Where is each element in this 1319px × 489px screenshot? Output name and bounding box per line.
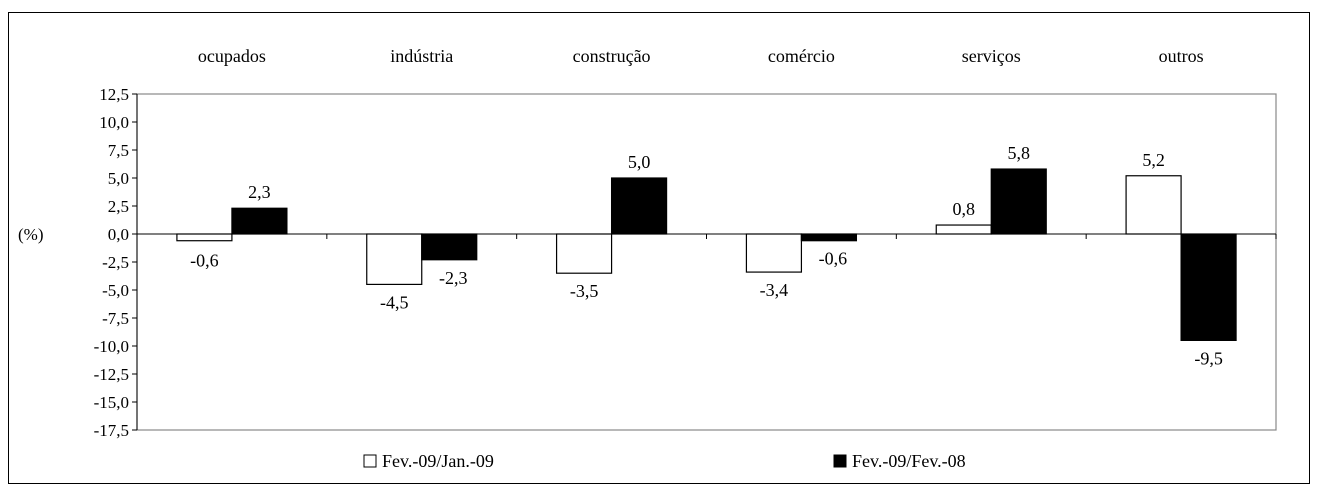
data-label: 2,3 bbox=[248, 182, 271, 202]
category-label: comércio bbox=[768, 46, 835, 66]
bar-yearly bbox=[1180, 233, 1237, 342]
legend-label: Fev.-09/Fev.-08 bbox=[852, 451, 966, 471]
legend-swatch bbox=[833, 454, 847, 468]
data-label: 5,2 bbox=[1142, 150, 1165, 170]
y-axis-label: (%) bbox=[18, 225, 43, 244]
data-labels: -0,6 -4,5 -3,5 -3,4 0,8 5,2 2,3 -2,3 5,0 -0,6 5,8 -… bbox=[190, 143, 1223, 368]
y-tick-label: 10,0 bbox=[99, 113, 129, 132]
data-label: -9,5 bbox=[1194, 348, 1223, 368]
bar-monthly bbox=[176, 233, 233, 242]
data-label: -3,5 bbox=[570, 281, 599, 301]
bar-yearly bbox=[421, 233, 478, 261]
y-axis: 12,5 10,0 7,5 5,0 2,5 0,0 -2,5 -5,0 -7,5 -10,0 -12… bbox=[94, 85, 138, 440]
legend-swatch bbox=[363, 454, 377, 468]
category-label: outros bbox=[1159, 46, 1204, 66]
plot-area bbox=[136, 93, 1277, 431]
x-axis-ticks bbox=[136, 234, 1277, 239]
bar-yearly bbox=[231, 207, 288, 235]
data-label: -2,3 bbox=[439, 268, 468, 288]
bar-monthly bbox=[366, 233, 423, 286]
y-tick-label: 2,5 bbox=[108, 197, 129, 216]
y-tick-label: 12,5 bbox=[99, 85, 129, 104]
y-tick-label: -10,0 bbox=[94, 337, 129, 356]
y-tick-label: 0,0 bbox=[108, 225, 129, 244]
category-labels: ocupados indústria construção comércio servi… bbox=[198, 46, 1204, 66]
legend: Fev.-09/Jan.-09 Fev.-09/Fev.-08 bbox=[363, 451, 966, 471]
y-tick-label: -15,0 bbox=[94, 393, 129, 412]
bar-monthly bbox=[1125, 175, 1182, 235]
y-tick-label: -12,5 bbox=[94, 365, 129, 384]
legend-label: Fev.-09/Jan.-09 bbox=[382, 451, 494, 471]
chart-frame bbox=[8, 12, 1310, 484]
y-tick-label: -5,0 bbox=[102, 281, 129, 300]
data-label: 0,8 bbox=[953, 199, 976, 219]
data-label: -0,6 bbox=[190, 251, 219, 271]
y-tick-label: -2,5 bbox=[102, 253, 129, 272]
data-label: -3,4 bbox=[760, 280, 789, 300]
data-label: 5,0 bbox=[628, 152, 651, 172]
bar-group bbox=[176, 168, 1237, 342]
y-tick-label: -7,5 bbox=[102, 309, 129, 328]
data-label: -4,5 bbox=[380, 292, 409, 312]
bar-yearly bbox=[610, 177, 668, 235]
y-tick-label: -17,5 bbox=[94, 421, 129, 440]
bar-monthly bbox=[935, 224, 992, 235]
bar-yearly bbox=[990, 168, 1047, 235]
y-tick-label: 7,5 bbox=[108, 141, 129, 160]
bar-yearly bbox=[800, 233, 858, 242]
category-label: indústria bbox=[390, 46, 453, 66]
data-label: -0,6 bbox=[819, 249, 848, 269]
y-tick-label: 5,0 bbox=[108, 169, 129, 188]
bar-monthly bbox=[745, 233, 803, 273]
bar-monthly bbox=[555, 233, 613, 274]
category-label: serviços bbox=[962, 46, 1021, 66]
data-label: 5,8 bbox=[1008, 143, 1031, 163]
category-label: construção bbox=[573, 46, 651, 66]
category-label: ocupados bbox=[198, 46, 266, 66]
